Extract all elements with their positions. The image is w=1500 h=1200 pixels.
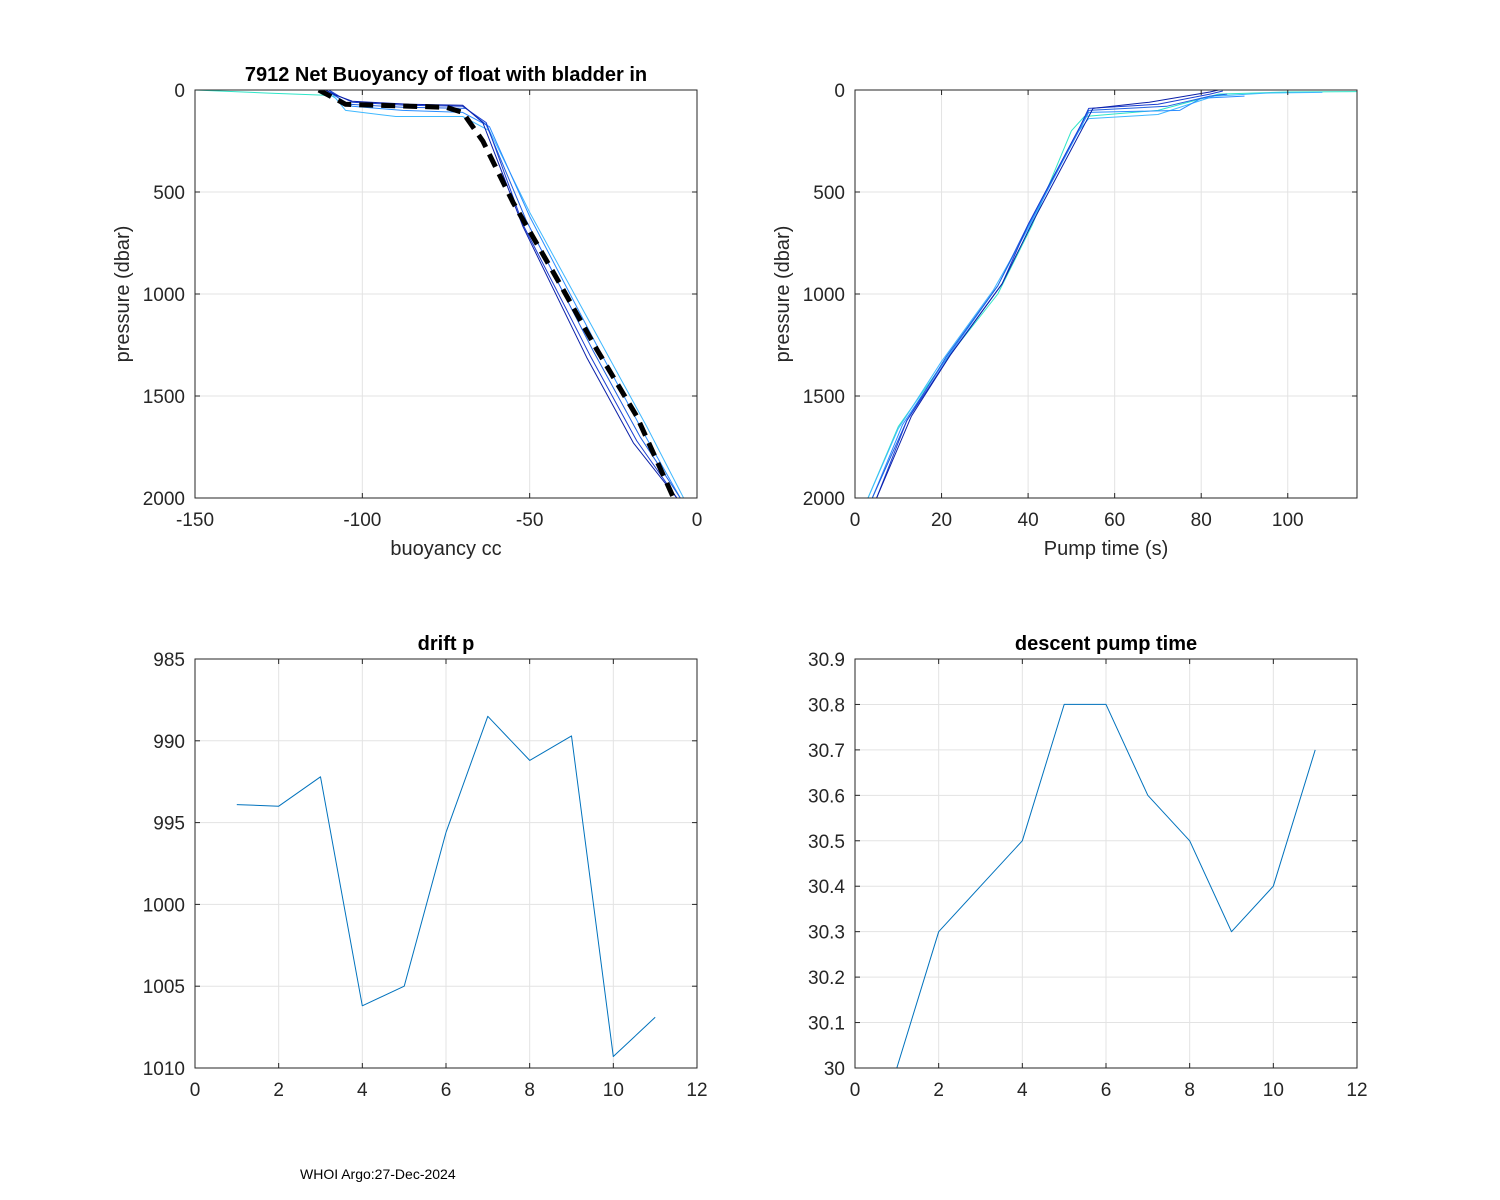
y-tick-label: 30.8 (808, 695, 845, 716)
x-tick-label: 20 (931, 510, 952, 531)
footer-credit: WHOI Argo:27-Dec-2024 (300, 1166, 456, 1182)
x-tick-label: 0 (692, 510, 703, 531)
y-tick-label: 0 (834, 81, 845, 102)
y-tick-label: 1000 (803, 285, 845, 306)
chart-4: 0 2 4 6 8 10 12 30 30.1 30.2 30.3 30.4 30.5 30.6 30.7 3… (808, 633, 1368, 1101)
y-tick-label: 1500 (143, 387, 185, 408)
y-tick-label: 2000 (143, 489, 185, 510)
x-axis-label: buoyancy cc (390, 538, 501, 560)
y-tick-label: 30 (824, 1059, 845, 1080)
y-tick-label: 1000 (143, 895, 185, 916)
x-tick-label: 4 (1017, 1080, 1028, 1101)
series-line-1 (867, 91, 1357, 498)
x-tick-label: 0 (850, 1080, 861, 1101)
x-tick-label: 60 (1104, 510, 1125, 531)
chart-title: 7912 Net Buoyancy of float with bladder … (245, 64, 647, 86)
y-tick-label: 985 (153, 650, 185, 671)
x-tick-label: 6 (1101, 1080, 1112, 1101)
y-axis-label: pressure (dbar) (772, 226, 794, 363)
y-tick-label: 0 (174, 81, 185, 102)
x-tick-label: 0 (190, 1080, 201, 1101)
y-tick-label: 30.4 (808, 877, 845, 898)
series-group (867, 90, 1357, 498)
y-tick-label: 995 (153, 814, 185, 835)
y-tick-label: 500 (813, 183, 845, 204)
x-tick-label: 2 (273, 1080, 284, 1101)
y-tick-label: 1000 (143, 285, 185, 306)
series-group (236, 715, 656, 1057)
x-tick-label: 8 (1184, 1080, 1195, 1101)
chart-title: drift p (418, 633, 475, 655)
x-tick-label: 80 (1191, 510, 1212, 531)
x-tick-label: 12 (1346, 1080, 1367, 1101)
chart-1: -150 -100 -50 0 0 500 1000 1500 2000 7912 Net Buo… (112, 64, 702, 560)
y-tick-label: 500 (153, 183, 185, 204)
series-group (195, 90, 685, 498)
x-tick-label: 12 (686, 1080, 707, 1101)
x-tick-label: 2 (933, 1080, 944, 1101)
x-tick-label: 0 (850, 510, 861, 531)
y-tick-label: 30.3 (808, 923, 845, 944)
x-tick-label: -100 (343, 510, 381, 531)
series-line-5 (876, 90, 1223, 498)
x-tick-label: 40 (1018, 510, 1039, 531)
series-line-6 (876, 90, 1219, 498)
y-tick-label: 30.5 (808, 832, 845, 853)
x-tick-label: 4 (357, 1080, 368, 1101)
y-tick-label: 2000 (803, 489, 845, 510)
x-tick-label: -50 (516, 510, 543, 531)
x-tick-label: 100 (1272, 510, 1304, 531)
chart-3: 0 2 4 6 8 10 12 985 990 995 1000 1005 1010 drift p (143, 633, 708, 1101)
y-tick-label: 30.1 (808, 1014, 845, 1035)
x-axis-label: Pump time (s) (1044, 538, 1168, 560)
x-tick-label: 10 (1263, 1080, 1284, 1101)
y-tick-label: 30.6 (808, 786, 845, 807)
series-line-6 (325, 90, 678, 498)
x-tick-label: 8 (524, 1080, 535, 1101)
y-tick-label: 1010 (143, 1059, 185, 1080)
y-tick-label: 990 (153, 732, 185, 753)
series-line-1 (896, 703, 1316, 1068)
x-tick-label: 10 (603, 1080, 624, 1101)
y-tick-label: 1500 (803, 387, 845, 408)
y-axis-label: pressure (dbar) (112, 226, 134, 363)
y-tick-label: 30.9 (808, 650, 845, 671)
series-line-1 (236, 715, 656, 1057)
y-tick-label: 1005 (143, 977, 185, 998)
chart-title: descent pump time (1015, 633, 1197, 655)
series-group (896, 703, 1316, 1068)
x-tick-label: 6 (441, 1080, 452, 1101)
y-tick-label: 30.7 (808, 741, 845, 762)
x-tick-label: -150 (176, 510, 214, 531)
y-tick-label: 30.2 (808, 968, 845, 989)
